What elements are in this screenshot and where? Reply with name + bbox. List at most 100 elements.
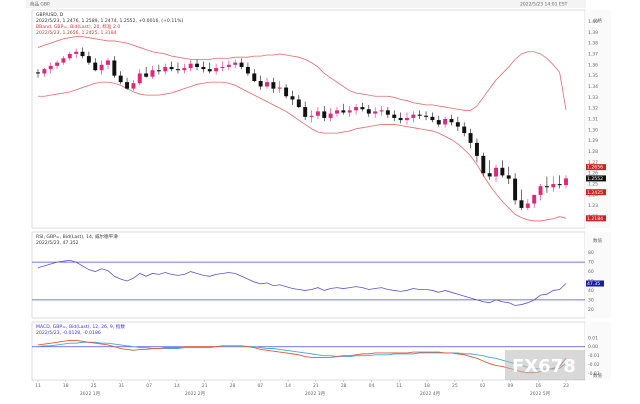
- price-tick-label: 1.35: [588, 73, 598, 79]
- tab-right: 2022/5/23 14:01 EST: [520, 2, 568, 8]
- candle-body: [106, 60, 110, 65]
- price-tick-label: 1.23: [588, 203, 598, 209]
- candle-body: [36, 72, 40, 74]
- rsi-tick-label: 70: [588, 260, 594, 266]
- candle-body: [500, 167, 505, 176]
- rsi-line: [37, 259, 567, 306]
- rsi-layer: [32, 259, 585, 306]
- x-tick-label: 09: [508, 383, 514, 389]
- price-tag: [586, 164, 606, 171]
- x-tick-label: 25: [91, 383, 97, 389]
- candle-body: [277, 87, 282, 89]
- rsi-tag-label: 47.35: [587, 281, 600, 287]
- price-tick-label: 1.28: [588, 149, 598, 155]
- x-tick-label: 11: [396, 383, 402, 389]
- candle-body: [112, 60, 117, 76]
- candle-body: [360, 107, 365, 110]
- price-tick-label: 1.37: [588, 51, 598, 57]
- candle-body: [61, 58, 66, 63]
- candle-body: [86, 56, 91, 63]
- candle-body: [513, 178, 518, 201]
- candle-body: [252, 73, 257, 82]
- rsi-tick-label: 20: [588, 307, 594, 313]
- macd-axis-label: 数值: [593, 372, 602, 379]
- candle-body: [137, 73, 142, 84]
- x-tick-label: 07: [257, 383, 263, 389]
- candle-body: [195, 63, 200, 67]
- x-tick-label: 16: [535, 383, 541, 389]
- price-tick-label: 1.27: [588, 160, 598, 166]
- macd-tick-label: -0.01: [588, 353, 600, 359]
- candle-body: [265, 82, 269, 87]
- candle-body: [328, 113, 333, 118]
- candle-body: [430, 116, 435, 121]
- price-tag: [586, 215, 606, 222]
- candle-body: [481, 155, 486, 174]
- candle-body: [506, 175, 511, 179]
- candle-body: [303, 107, 308, 117]
- candle-body: [519, 200, 524, 208]
- candle-body: [557, 184, 562, 186]
- price-tick-label: 1.34: [588, 84, 598, 90]
- candle-body: [80, 51, 85, 57]
- candle-body: [494, 167, 498, 177]
- candle-body: [455, 122, 460, 127]
- macd-tick-label: -0.02: [588, 362, 600, 368]
- x-tick-label: 21: [313, 383, 319, 389]
- candle-body: [74, 51, 79, 54]
- candle-body: [182, 68, 187, 71]
- x-tick-label: 31: [119, 383, 125, 389]
- axes-layer: 1.40 1.39 1.38 1.37 1.36 1.35 1.34 1.33 1.32 1.31…: [35, 19, 606, 397]
- x-tick-label: 04: [369, 383, 375, 389]
- rsi-header-1: RSI, GBP=, Bid(Last), 14, 威尔德平滑: [36, 233, 118, 240]
- candle-body: [201, 66, 206, 70]
- macd-tick-label: -0.03: [588, 371, 600, 377]
- candle-body: [55, 62, 60, 66]
- candle-body: [335, 110, 339, 114]
- candle-body: [239, 62, 244, 67]
- candle-body: [392, 114, 397, 118]
- price-tag-label: 1.2184: [587, 216, 603, 222]
- bband-header-1: BBand, GBP=, Bid(Last), 20, 标准 2.0: [36, 23, 120, 30]
- candle-body: [443, 119, 448, 125]
- candle-body: [258, 81, 263, 87]
- x-tick-label: 14: [285, 383, 291, 389]
- price-tick-label: 1.26: [588, 171, 598, 177]
- x-tick-label: 18: [424, 383, 430, 389]
- price-tick-label: 1.38: [588, 41, 598, 47]
- candle-body: [373, 111, 378, 114]
- candle-body: [538, 186, 543, 195]
- macd-layer: [32, 340, 585, 374]
- candle-body: [125, 82, 130, 89]
- candle-body: [354, 107, 359, 111]
- candle-body: [424, 115, 429, 117]
- candle-body: [411, 114, 416, 118]
- price-header-1: GBP/USD, D: [36, 12, 64, 18]
- rsi-tick-label: 80: [588, 250, 594, 256]
- price-tag-label: 1.2656: [587, 165, 603, 171]
- candle-body: [468, 133, 473, 143]
- candle-body: [525, 203, 530, 208]
- candle-body: [347, 110, 352, 113]
- candle-body: [233, 62, 238, 65]
- x-tick-label: 18: [63, 383, 69, 389]
- candle-body: [532, 194, 537, 204]
- price-tick-label: 1.25: [588, 182, 598, 188]
- price-tick-label: 1.32: [588, 106, 598, 112]
- candle-body: [315, 111, 320, 116]
- candle-body: [544, 186, 549, 188]
- candle-body: [99, 64, 104, 71]
- price-tick-label: 1.39: [588, 30, 598, 36]
- candle-body: [48, 65, 53, 70]
- rsi-tick-label: 40: [588, 288, 594, 294]
- price-tick-label: 1.24: [588, 192, 598, 198]
- rsi-tag: [586, 280, 604, 287]
- candle-body: [214, 68, 219, 72]
- candle-body: [156, 70, 161, 72]
- candle-body: [398, 117, 403, 121]
- price-tag: [586, 189, 606, 196]
- candle-body: [144, 73, 149, 77]
- candle-body: [150, 70, 155, 77]
- x-month-label: 2022 2月: [185, 391, 205, 397]
